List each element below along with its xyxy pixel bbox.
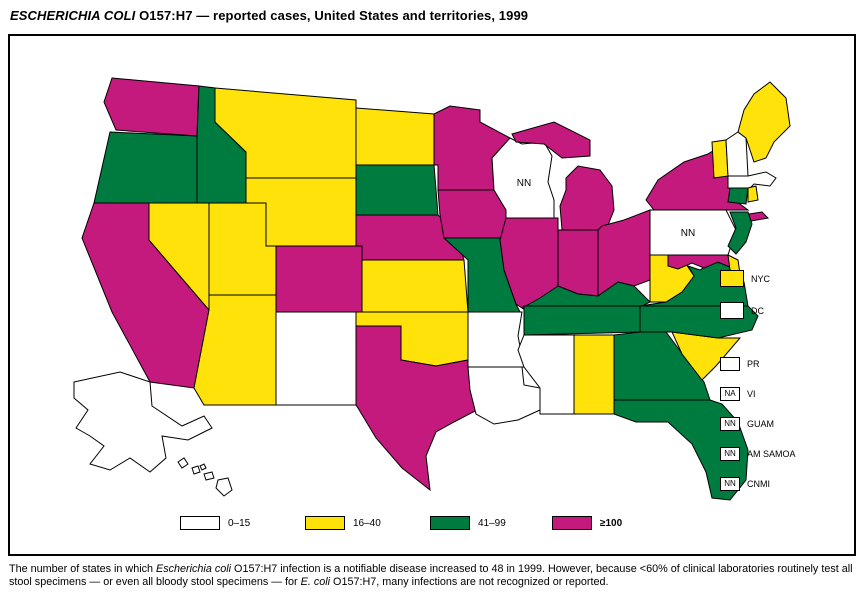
state-TX [355, 325, 478, 492]
state-VT [711, 139, 729, 179]
state-AR [467, 311, 525, 368]
footnote-italic-segment: Escherichia coli [156, 563, 232, 575]
figure-title: ESCHERICHIA COLI O157:H7 — reported case… [10, 8, 528, 23]
figure-border: NN NN NYC DC PR NA VI NN GUAM NN AM SAMOA NN CNMI 0… [8, 34, 856, 556]
figure-title-rest: O157:H7 — reported cases, United States … [135, 8, 529, 23]
state-ND [355, 107, 435, 166]
footnote-segment: O157:H7, many infections are not recogni… [330, 576, 609, 589]
state-TN [523, 305, 641, 336]
figure-title-species: ESCHERICHIA COLI [10, 8, 136, 23]
state-AK [73, 371, 213, 473]
state-CT [727, 187, 749, 205]
state-NJ [727, 211, 753, 255]
state-HI [203, 471, 215, 481]
state-HI [199, 463, 207, 471]
state-AL [573, 334, 617, 415]
state-SD [355, 164, 439, 216]
state-HI [215, 477, 233, 497]
map-label-pa-nn: NN [681, 228, 695, 239]
map-label-wi-nn: NN [517, 178, 531, 189]
state-MI [559, 165, 615, 231]
footnote-segment: The number of states in which [9, 563, 157, 575]
state-IA [437, 189, 509, 239]
state-ME [737, 81, 791, 163]
state-HI [191, 465, 201, 475]
state-KS [361, 259, 469, 313]
state-NH [725, 131, 749, 177]
state-HI [177, 457, 189, 469]
state-CO [275, 245, 363, 313]
state-FL [613, 399, 749, 501]
state-WA [103, 77, 200, 137]
state-LA [467, 366, 541, 425]
state-OR [93, 131, 198, 204]
state-RI [747, 185, 759, 203]
footnote-segment: O157:H7 infection is a notifiable diseas… [9, 563, 853, 589]
us-map: NN NN [73, 77, 791, 501]
state-NM [275, 311, 357, 406]
state-MI [511, 121, 591, 159]
state-WI [491, 137, 555, 219]
footnote-italic-segment: E. coli [300, 576, 331, 589]
state-IN [557, 229, 599, 297]
footnote: The number of states in which Escherichi… [9, 563, 857, 590]
